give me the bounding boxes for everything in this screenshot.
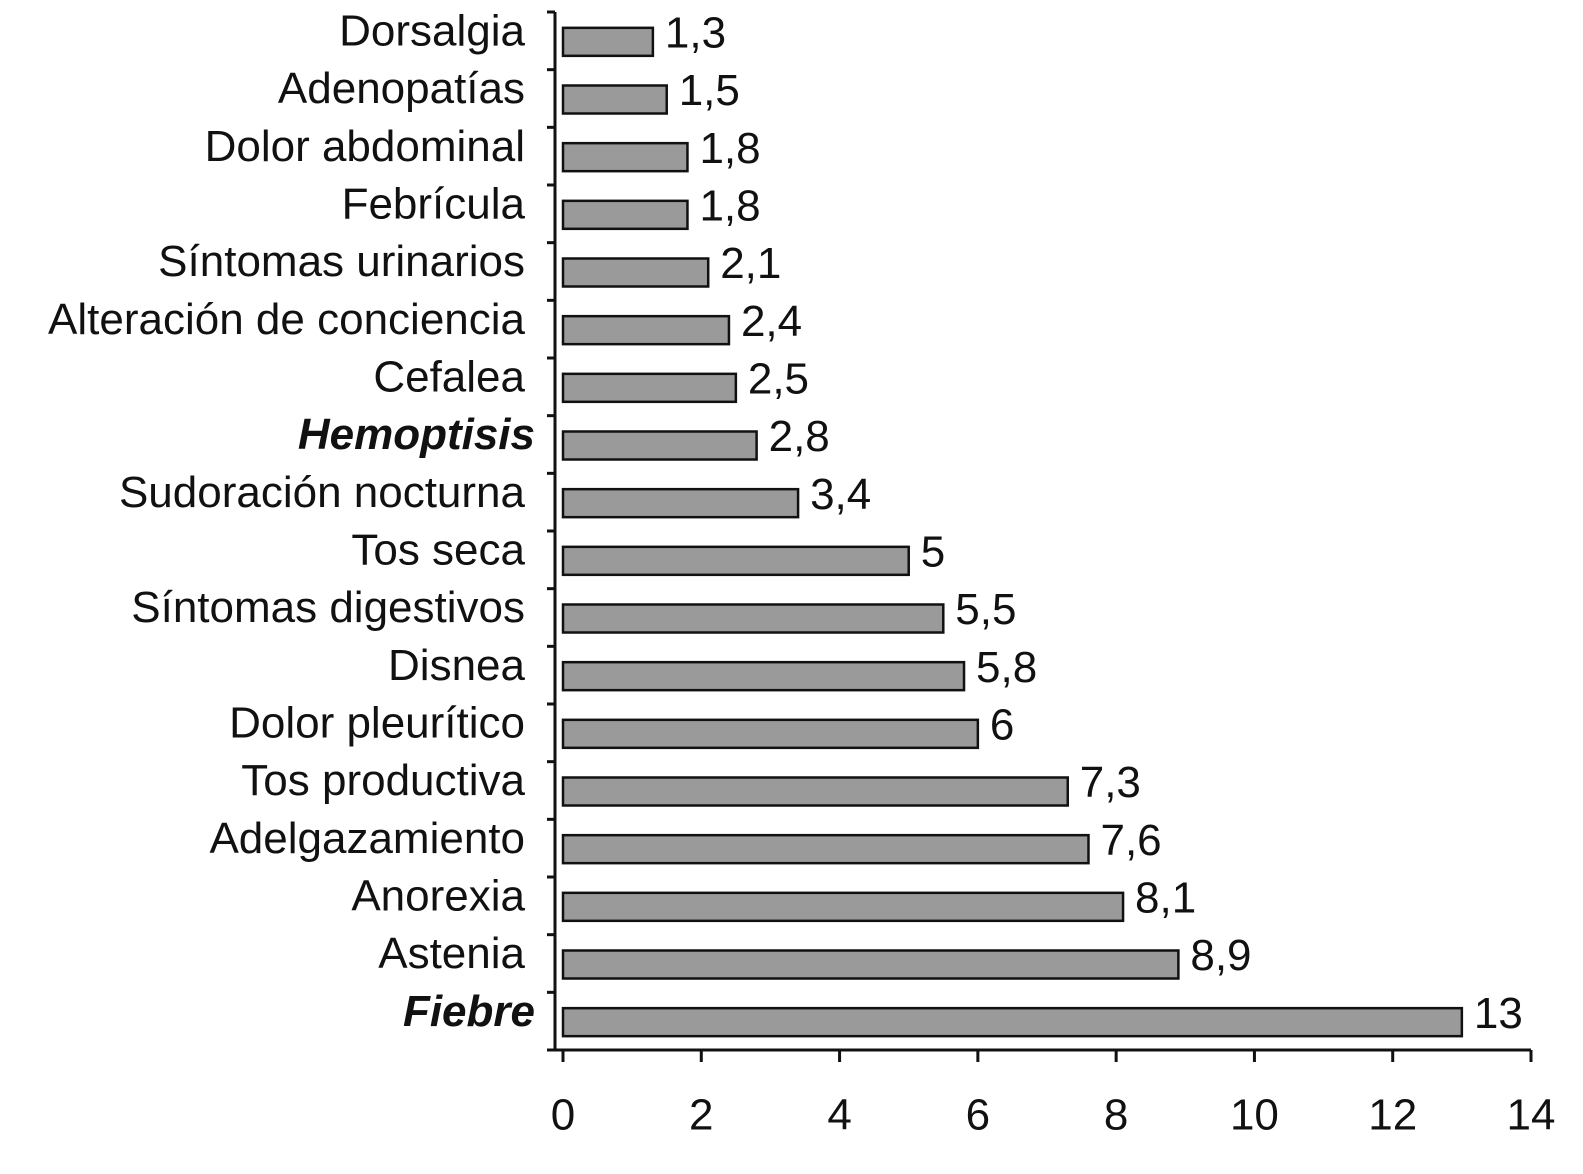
x-tick-label: 8 bbox=[1104, 1091, 1128, 1140]
value-label: 5,5 bbox=[955, 585, 1016, 634]
category-label: Febrícula bbox=[342, 179, 526, 228]
x-tick-label: 2 bbox=[689, 1091, 713, 1140]
category-label: Astenia bbox=[378, 929, 525, 978]
bar bbox=[561, 718, 980, 750]
x-tick-label: 10 bbox=[1230, 1091, 1279, 1140]
category-label: Síntomas urinarios bbox=[158, 237, 525, 286]
value-label: 2,4 bbox=[741, 297, 802, 346]
category-label: Fiebre bbox=[403, 987, 535, 1036]
bar bbox=[561, 949, 1180, 980]
bar bbox=[561, 314, 731, 346]
category-label: Sudoración nocturna bbox=[119, 468, 526, 517]
value-label: 13 bbox=[1474, 989, 1523, 1038]
value-label: 2,5 bbox=[748, 354, 809, 403]
bar bbox=[561, 430, 758, 461]
x-tick-label: 6 bbox=[966, 1091, 990, 1140]
bar bbox=[561, 660, 966, 692]
category-label: Adenopatías bbox=[278, 64, 525, 113]
x-tick-label: 12 bbox=[1368, 1091, 1417, 1140]
category-label: Adelgazamiento bbox=[209, 814, 525, 863]
bar bbox=[561, 199, 689, 231]
value-label: 3,4 bbox=[810, 470, 871, 519]
x-tick-label: 4 bbox=[827, 1091, 851, 1140]
category-label: Disnea bbox=[388, 641, 525, 690]
category-label: Dolor abdominal bbox=[205, 122, 525, 171]
bar bbox=[561, 26, 655, 58]
value-label: 1,3 bbox=[665, 8, 726, 57]
bar bbox=[561, 84, 668, 115]
value-label: 7,3 bbox=[1080, 758, 1141, 807]
bar bbox=[561, 776, 1069, 807]
value-label: 5 bbox=[921, 527, 945, 576]
x-tick-label: 14 bbox=[1507, 1091, 1556, 1140]
category-label: Anorexia bbox=[351, 871, 525, 920]
x-tick-label: 0 bbox=[551, 1091, 575, 1140]
category-label: Dolor pleurítico bbox=[229, 698, 525, 747]
value-label: 8,9 bbox=[1190, 931, 1251, 980]
bar bbox=[561, 891, 1125, 923]
value-label: 2,1 bbox=[720, 239, 781, 288]
category-label: Alteración de conciencia bbox=[48, 295, 525, 344]
value-label: 7,6 bbox=[1100, 816, 1161, 865]
category-label: Cefalea bbox=[373, 352, 525, 401]
category-label: Hemoptisis bbox=[298, 410, 535, 459]
value-label: 1,8 bbox=[699, 124, 760, 173]
value-label: 1,5 bbox=[679, 66, 740, 115]
category-label: Tos seca bbox=[351, 525, 525, 574]
category-label: Síntomas digestivos bbox=[131, 583, 525, 632]
category-label: Dorsalgia bbox=[339, 6, 525, 55]
bar bbox=[561, 372, 738, 404]
bar bbox=[561, 487, 800, 519]
bar bbox=[561, 603, 945, 634]
value-label: 8,1 bbox=[1135, 873, 1196, 922]
value-label: 1,8 bbox=[699, 181, 760, 230]
value-label: 6 bbox=[990, 700, 1014, 749]
bar bbox=[561, 545, 910, 577]
bar bbox=[561, 257, 710, 288]
value-label: 5,8 bbox=[976, 643, 1037, 692]
bar bbox=[561, 141, 689, 173]
category-label: Tos productiva bbox=[241, 756, 525, 805]
bar bbox=[561, 833, 1090, 865]
bar bbox=[561, 1006, 1464, 1038]
value-label: 2,8 bbox=[769, 412, 830, 461]
